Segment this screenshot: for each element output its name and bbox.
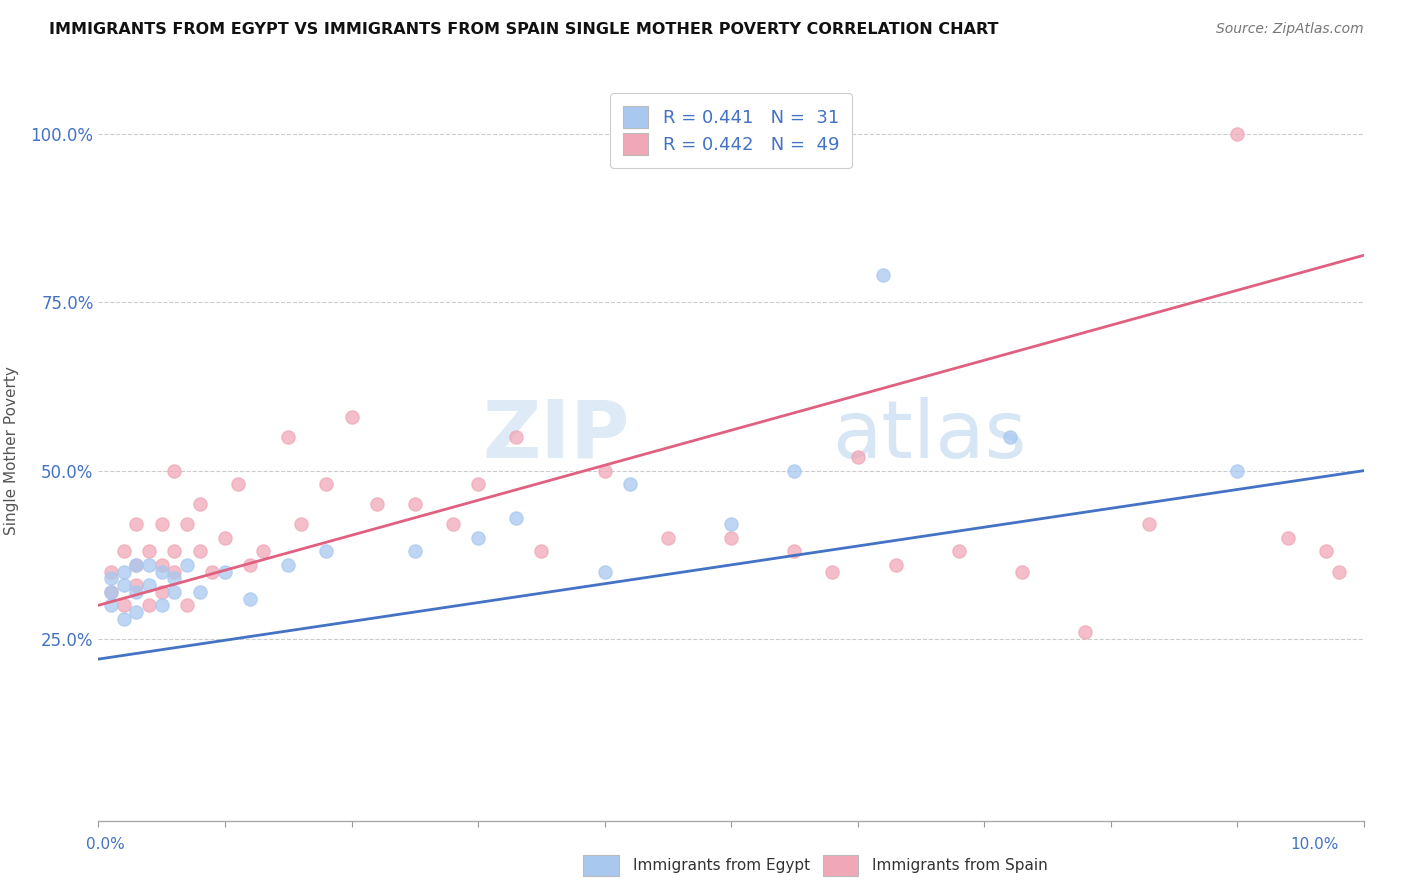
Point [176, 558, 198, 572]
Legend: R = 0.441   N =  31, R = 0.442   N =  49: R = 0.441 N = 31, R = 0.442 N = 49 [610, 93, 852, 168]
Point [112, 599, 135, 613]
Point [340, 409, 363, 424]
Point [1074, 625, 1097, 640]
Point [948, 544, 970, 558]
Text: Source: ZipAtlas.com: Source: ZipAtlas.com [1216, 22, 1364, 37]
Point [1315, 544, 1337, 558]
Point [404, 497, 426, 511]
Text: 0.0%: 0.0% [86, 838, 125, 852]
Point [150, 565, 173, 579]
Point [467, 531, 489, 545]
Point [100, 599, 122, 613]
Point [125, 517, 148, 532]
Point [1226, 464, 1249, 478]
Point [846, 450, 869, 465]
Point [163, 565, 186, 579]
Point [998, 430, 1021, 444]
Point [315, 477, 337, 491]
Text: atlas: atlas [832, 397, 1026, 475]
Point [150, 558, 173, 572]
Text: 10.0%: 10.0% [1291, 838, 1339, 852]
Point [1011, 565, 1033, 579]
Point [125, 558, 148, 572]
Point [290, 517, 312, 532]
Point [315, 544, 337, 558]
Point [884, 558, 907, 572]
Point [112, 578, 135, 592]
Point [214, 531, 236, 545]
Point [441, 517, 464, 532]
Point [125, 605, 148, 619]
Point [404, 544, 426, 558]
Point [619, 477, 641, 491]
Y-axis label: Single Mother Poverty: Single Mother Poverty [4, 366, 20, 535]
Point [176, 517, 198, 532]
Point [150, 517, 173, 532]
Point [138, 558, 160, 572]
Text: Immigrants from Egypt: Immigrants from Egypt [633, 858, 810, 872]
Point [188, 584, 211, 599]
Point [163, 571, 186, 585]
Point [277, 558, 299, 572]
Point [176, 599, 198, 613]
Point [125, 558, 148, 572]
Point [467, 477, 489, 491]
Point [239, 558, 262, 572]
Point [783, 464, 806, 478]
Point [505, 510, 527, 524]
Point [720, 531, 742, 545]
Point [1277, 531, 1299, 545]
Point [593, 464, 616, 478]
Point [100, 571, 122, 585]
Point [112, 612, 135, 626]
Text: Immigrants from Spain: Immigrants from Spain [872, 858, 1047, 872]
Point [138, 599, 160, 613]
Point [252, 544, 274, 558]
Point [720, 517, 742, 532]
Point [214, 565, 236, 579]
Point [188, 544, 211, 558]
Point [593, 565, 616, 579]
Point [138, 544, 160, 558]
Point [1327, 565, 1350, 579]
Point [163, 584, 186, 599]
Point [821, 565, 844, 579]
Point [163, 544, 186, 558]
Point [100, 584, 122, 599]
Text: ZIP: ZIP [482, 397, 630, 475]
Point [112, 544, 135, 558]
Point [783, 544, 806, 558]
Point [112, 565, 135, 579]
Point [530, 544, 553, 558]
Point [1137, 517, 1160, 532]
Point [138, 578, 160, 592]
Point [125, 584, 148, 599]
Text: IMMIGRANTS FROM EGYPT VS IMMIGRANTS FROM SPAIN SINGLE MOTHER POVERTY CORRELATION: IMMIGRANTS FROM EGYPT VS IMMIGRANTS FROM… [49, 22, 998, 37]
Point [239, 591, 262, 606]
Point [125, 578, 148, 592]
Point [163, 464, 186, 478]
Point [188, 497, 211, 511]
Point [277, 430, 299, 444]
Point [100, 584, 122, 599]
Point [872, 268, 894, 283]
Point [657, 531, 679, 545]
Point [366, 497, 388, 511]
Point [1226, 127, 1249, 141]
Point [226, 477, 249, 491]
Point [150, 599, 173, 613]
Point [201, 565, 224, 579]
Point [100, 565, 122, 579]
Point [505, 430, 527, 444]
Point [150, 584, 173, 599]
